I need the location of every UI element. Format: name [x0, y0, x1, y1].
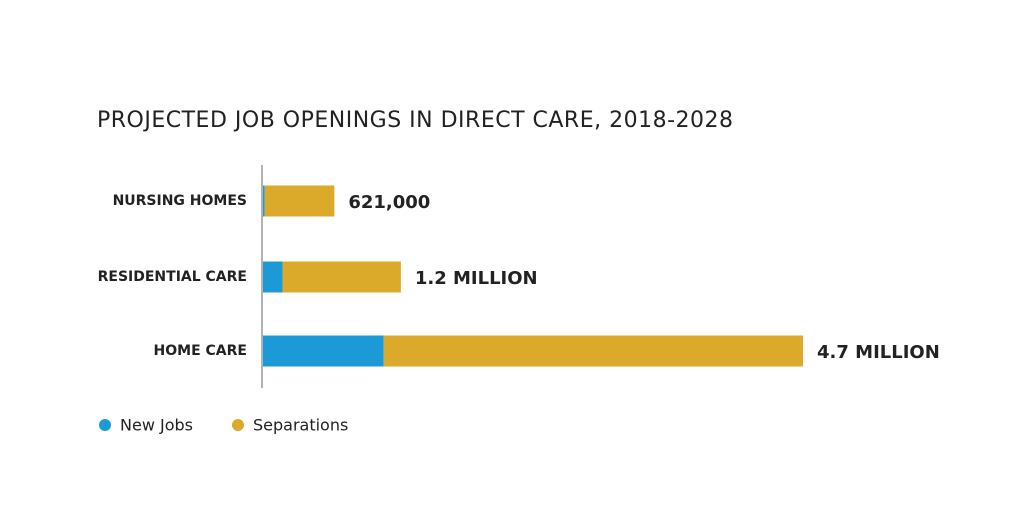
total-label: 1.2 MILLION — [415, 268, 538, 289]
category-label: NURSING HOMES — [113, 193, 247, 209]
category-label: RESIDENTIAL CARE — [98, 269, 247, 285]
bar-segment — [383, 335, 803, 367]
legend-label: Separations — [253, 416, 348, 435]
bar-segment — [263, 261, 283, 293]
legend-marker — [231, 419, 244, 431]
total-label: 621,000 — [348, 192, 430, 213]
chart-title: PROJECTED JOB OPENINGS IN DIRECT CARE, 2… — [97, 108, 734, 133]
bar-segment — [263, 335, 384, 367]
legend-label: New Jobs — [120, 416, 193, 435]
total-label: 4.7 MILLION — [817, 342, 940, 363]
category-label: HOME CARE — [154, 343, 247, 359]
legend-marker — [99, 419, 111, 431]
bar-segment — [264, 185, 335, 217]
bar-segment — [263, 185, 265, 217]
bar-segment — [282, 261, 401, 293]
